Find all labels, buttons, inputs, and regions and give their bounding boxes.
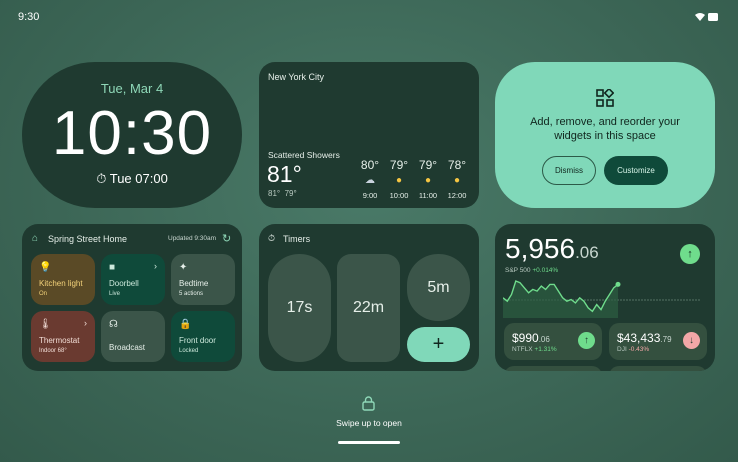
tile-label: Kitchen light <box>39 279 83 288</box>
battery-icon <box>708 13 718 21</box>
customize-button[interactable]: Customize <box>604 156 668 185</box>
kitchen-light-icon: 💡 <box>39 262 52 273</box>
tile-status: Indoor 68° <box>39 348 67 354</box>
tile-front-door[interactable]: 🔒 Front door Locked <box>171 311 235 362</box>
stock-card-partial[interactable] <box>504 366 602 371</box>
timers-widget: ⏱ Timers 17s 22m 5m + <box>259 224 479 371</box>
timers-title: Timers <box>283 234 311 244</box>
weather-widget[interactable]: New York City Scattered Showers 81° 81° … <box>259 62 479 208</box>
wifi-icon <box>695 13 705 21</box>
sp500-name: S&P 500 <box>505 267 531 274</box>
stock-name: DJI <box>617 346 627 353</box>
sp500-sparkline <box>503 280 701 318</box>
clock-time: 10:30 <box>51 99 213 168</box>
sparkline-fill <box>503 281 618 318</box>
hourly-temp: 79° <box>418 158 438 172</box>
refresh-icon[interactable]: ↻ <box>222 233 232 245</box>
timer-icon: ⏱ <box>268 233 276 243</box>
weather-condition: Scattered Showers <box>268 150 340 160</box>
alarm[interactable]: ⏱ Tue 07:00 <box>22 171 242 187</box>
hourly-temp: 79° <box>389 158 409 172</box>
hourly-time: 10:00 <box>389 191 409 200</box>
tile-doorbell[interactable]: ■ › Doorbell Live <box>101 254 165 305</box>
dismiss-button[interactable]: Dismiss <box>542 156 596 185</box>
hourly-time: 11:00 <box>418 191 438 200</box>
hourly-time: 12:00 <box>447 191 467 200</box>
tile-label: Bedtime <box>179 279 209 288</box>
front-door-icon: 🔒 <box>179 319 192 330</box>
hourly-temp: 78° <box>447 158 467 172</box>
stock-card-partial[interactable] <box>609 366 707 371</box>
tile-status: Live <box>109 291 121 297</box>
tile-kitchen-light[interactable]: 💡 Kitchen light On <box>31 254 95 305</box>
weather-low: 79° <box>284 189 297 198</box>
stock-card-ntflx[interactable]: $990.06 NTFLX +1.31% ↑ <box>504 323 602 360</box>
lock-icon <box>362 396 375 411</box>
sparkline-endpoint <box>615 281 621 287</box>
alarm-icon: ⏱ <box>96 171 110 186</box>
tile-label: Broadcast <box>109 343 146 352</box>
widgets-icon <box>596 89 614 107</box>
clock-date: Tue, Mar 4 <box>100 81 164 96</box>
status-time: 9:30 <box>18 11 40 23</box>
hourly-temp: 80° <box>360 158 380 172</box>
broadcast-icon: ☊ <box>109 319 118 330</box>
stock-value-int: $43,433 <box>617 331 661 345</box>
timer-2[interactable]: 22m <box>337 254 400 362</box>
stock-change: +1.31% <box>534 346 557 353</box>
arrow-up-icon: ↑ <box>680 244 700 264</box>
sp500-value-int: 5,956 <box>505 233 576 264</box>
alarm-time: Tue 07:00 <box>109 171 168 186</box>
status-icons <box>695 13 718 21</box>
stock-value-dec: .06 <box>538 335 550 344</box>
tile-thermostat[interactable]: 🌡 › Thermostat Indoor 68° <box>31 311 95 362</box>
home-widget: ⌂ Spring Street Home Updated 9:30am ↻ 💡 … <box>22 224 242 371</box>
timer-3[interactable]: 5m <box>407 254 470 321</box>
partly-sunny-icon: ● <box>424 175 432 186</box>
chevron-right-icon[interactable]: › <box>84 318 87 328</box>
sp500-value-dec: .06 <box>575 243 599 262</box>
weather-high: 81° <box>268 189 281 198</box>
rain-cloud-icon: ☁ <box>365 175 375 186</box>
sparkline-line <box>503 280 619 313</box>
home-title: Spring Street Home <box>48 234 128 244</box>
hourly-time: 9:00 <box>362 191 378 200</box>
timer-1[interactable]: 17s <box>268 254 331 362</box>
tile-bedtime[interactable]: ✦ Bedtime 5 actions <box>171 254 235 305</box>
stocks-widget[interactable]: 5,956.06 S&P 500 +0.014% ↑ $990.06 NTFLX… <box>495 224 715 371</box>
clock-widget[interactable]: Tue, Mar 4 10:30 ⏱ Tue 07:00 <box>22 62 242 208</box>
promo-text: Add, remove, and reorder your widgets in… <box>530 116 680 142</box>
tile-label: Doorbell <box>109 279 139 288</box>
arrow-up-icon: ↑ <box>578 332 595 349</box>
tile-status: 5 actions <box>179 291 204 297</box>
stock-card-dji[interactable]: $43,433.79 DJI -0.43% ↓ <box>609 323 707 360</box>
add-timer-button[interactable]: + <box>407 327 470 362</box>
widget-promo: Add, remove, and reorder your widgets in… <box>495 62 715 208</box>
home-icon: ⌂ <box>32 233 39 244</box>
thermostat-icon: 🌡 <box>39 319 52 330</box>
swipe-hint: Swipe up to open <box>336 418 402 428</box>
weather-current: 81° <box>267 161 302 187</box>
sp500-change: +0.014% <box>532 267 559 274</box>
home-indicator[interactable] <box>338 441 400 444</box>
partly-sunny-icon: ● <box>453 175 461 186</box>
bedtime-icon: ✦ <box>179 262 188 273</box>
home-updated: Updated 9:30am <box>168 235 217 242</box>
tile-status: On <box>39 291 48 297</box>
stock-value-int: $990 <box>512 331 539 345</box>
weather-city: New York City <box>268 72 325 82</box>
doorbell-icon: ■ <box>109 262 116 273</box>
tile-label: Thermostat <box>39 336 80 345</box>
tile-broadcast[interactable]: ☊ Broadcast <box>101 311 165 362</box>
partly-sunny-icon: ● <box>395 175 403 186</box>
stock-value-dec: .79 <box>660 335 672 344</box>
stock-name: NTFLX <box>512 346 533 353</box>
tile-status: Locked <box>179 348 199 354</box>
chevron-right-icon[interactable]: › <box>154 261 157 271</box>
tile-label: Front door <box>179 336 216 345</box>
stock-change: -0.43% <box>628 346 650 353</box>
arrow-down-icon: ↓ <box>683 332 700 349</box>
